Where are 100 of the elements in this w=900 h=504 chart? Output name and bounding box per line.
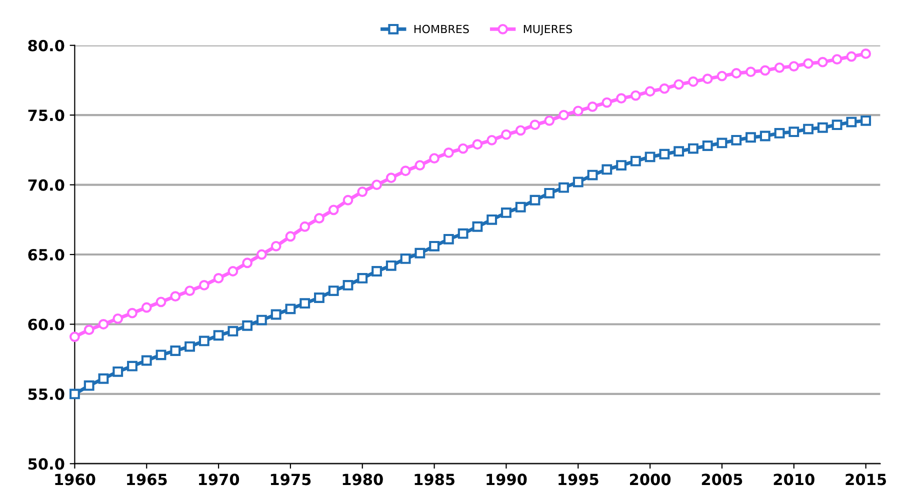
point xyxy=(688,76,698,87)
point xyxy=(501,129,512,140)
x-tick-label: 1975 xyxy=(270,474,311,486)
y-tick-label: 75.0 xyxy=(28,110,64,122)
point xyxy=(746,132,756,143)
point xyxy=(587,102,598,112)
point xyxy=(98,373,109,384)
point xyxy=(644,152,656,162)
point xyxy=(832,120,842,130)
point xyxy=(674,146,684,157)
point xyxy=(659,83,670,94)
point xyxy=(630,90,641,101)
y-tick-label: 60.0 xyxy=(28,318,64,330)
legend-label: MUJERES xyxy=(524,24,572,36)
point xyxy=(242,320,253,331)
point xyxy=(688,143,698,154)
point xyxy=(270,240,282,252)
point xyxy=(112,366,124,377)
point xyxy=(788,126,800,138)
x-tick-label: 1965 xyxy=(127,474,167,486)
point xyxy=(572,176,584,188)
point xyxy=(372,180,382,190)
point xyxy=(184,341,195,352)
x-tick-label: 1980 xyxy=(342,474,383,486)
point xyxy=(803,58,814,69)
point xyxy=(515,125,526,136)
point xyxy=(731,134,742,146)
x-tick-label: 1960 xyxy=(55,474,96,486)
point xyxy=(644,86,656,97)
point xyxy=(98,319,109,330)
x-tick-label: 1985 xyxy=(414,474,454,486)
point xyxy=(572,106,584,116)
point xyxy=(228,266,238,276)
point xyxy=(242,258,253,268)
point xyxy=(156,296,166,308)
point xyxy=(328,204,339,216)
point xyxy=(702,74,713,84)
x-tick-label: 1995 xyxy=(558,474,598,486)
point xyxy=(860,115,872,126)
point xyxy=(170,291,181,302)
point xyxy=(170,346,181,356)
x-tick-label: 2010 xyxy=(774,474,814,486)
point xyxy=(530,194,540,206)
point xyxy=(486,134,498,146)
point xyxy=(774,62,785,73)
point xyxy=(112,313,124,324)
point xyxy=(400,166,411,176)
point xyxy=(846,116,857,128)
y-tick-label: 55.0 xyxy=(28,388,64,400)
point xyxy=(702,140,713,151)
point xyxy=(817,56,828,68)
point xyxy=(472,221,483,232)
point xyxy=(458,143,468,154)
point xyxy=(616,160,626,170)
point xyxy=(256,314,267,326)
point xyxy=(746,66,756,78)
point xyxy=(414,248,426,258)
point xyxy=(731,68,742,78)
x-tick-label: 2005 xyxy=(702,474,742,486)
point xyxy=(184,286,195,296)
point xyxy=(357,273,368,284)
point xyxy=(400,253,411,264)
point xyxy=(198,336,210,346)
point xyxy=(69,388,80,400)
point xyxy=(300,298,310,309)
point xyxy=(198,280,210,290)
point xyxy=(372,266,382,276)
point xyxy=(84,324,94,336)
point xyxy=(342,280,354,290)
point xyxy=(602,97,612,108)
point xyxy=(156,350,166,360)
point xyxy=(860,48,872,59)
point xyxy=(84,380,94,391)
point xyxy=(760,65,770,76)
point xyxy=(386,172,396,184)
point xyxy=(285,304,296,314)
point xyxy=(314,292,324,303)
point xyxy=(501,207,512,218)
point xyxy=(803,124,814,134)
point xyxy=(602,164,612,175)
point xyxy=(616,93,626,104)
point xyxy=(270,309,282,320)
point xyxy=(443,234,454,244)
x-tick-label: 2015 xyxy=(846,474,886,486)
point xyxy=(127,360,138,372)
point xyxy=(127,308,138,318)
point xyxy=(558,110,569,120)
y-tick-label: 70.0 xyxy=(28,179,64,191)
point xyxy=(443,148,454,158)
legend-label: HOMBRES xyxy=(414,24,469,34)
point xyxy=(832,54,842,65)
point xyxy=(300,221,310,232)
point xyxy=(342,194,354,206)
y-tick-label: 80.0 xyxy=(28,40,64,52)
point xyxy=(285,231,296,242)
point xyxy=(213,273,224,284)
point xyxy=(69,332,80,342)
point xyxy=(213,330,224,341)
y-tick-label: 50.0 xyxy=(28,458,64,470)
point xyxy=(357,186,368,197)
